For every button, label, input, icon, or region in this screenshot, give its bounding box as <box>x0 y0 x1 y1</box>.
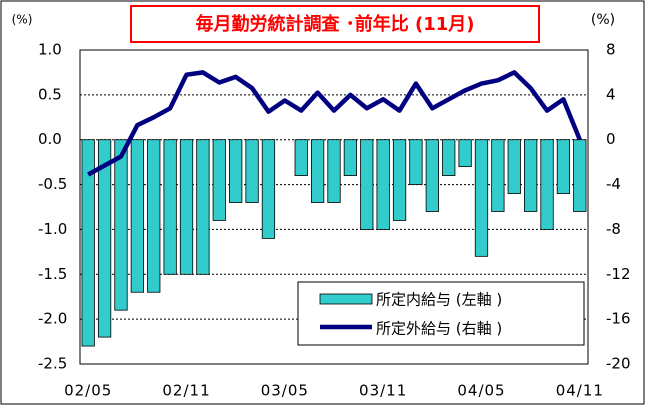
y2-tick-label: -4 <box>606 175 621 193</box>
y-tick-label: -0.5 <box>38 175 67 193</box>
y2-tick-label: 4 <box>606 85 616 103</box>
y2-unit: (%) <box>591 12 615 28</box>
y-tick-label: -2.0 <box>38 310 67 328</box>
legend-label: 所定外給与 (右軸 ) <box>376 320 502 338</box>
y-unit: (%) <box>12 13 33 27</box>
y2-tick-label: -20 <box>606 355 631 373</box>
legend-label: 所定内給与 (左軸 ) <box>376 291 502 309</box>
bar <box>556 139 571 194</box>
line <box>87 70 582 177</box>
y-tick-label: 1.0 <box>38 41 62 59</box>
title-box <box>130 5 540 43</box>
bar <box>458 139 472 168</box>
bar <box>442 139 456 176</box>
chart-title: 毎月勤労統計調査 ･前年比 (11月) <box>195 13 474 35</box>
bar <box>294 139 308 176</box>
bar <box>343 139 358 176</box>
y2-tick-label: -16 <box>606 310 631 328</box>
bar <box>573 139 587 212</box>
bar <box>409 139 423 185</box>
y-tick-label: 0.5 <box>38 85 62 103</box>
y-tick-label: -1.5 <box>38 265 67 283</box>
bar <box>327 139 341 203</box>
y-tick-label: -1.0 <box>38 220 67 238</box>
x-tick-label: 02/11 <box>162 382 210 400</box>
bar <box>360 139 374 230</box>
x-tick-label: 03/11 <box>359 382 407 400</box>
y2-tick-label: -12 <box>606 265 631 283</box>
bar <box>163 139 177 275</box>
bar <box>196 139 210 275</box>
y-tick-label: -2.5 <box>38 355 67 373</box>
plot-border <box>79 49 589 365</box>
bar <box>229 139 243 203</box>
bar <box>540 139 554 230</box>
bar <box>212 139 226 221</box>
bar <box>114 139 128 311</box>
legend-box <box>297 281 585 346</box>
bar <box>392 139 407 221</box>
bar <box>507 139 521 194</box>
x-tick-label: 04/05 <box>457 382 505 400</box>
bar <box>97 139 112 338</box>
bar <box>310 139 325 203</box>
y2-tick-label: 8 <box>606 41 616 59</box>
bar <box>524 139 538 212</box>
bar <box>425 139 439 212</box>
bar <box>491 139 505 212</box>
x-tick-label: 04/11 <box>556 382 604 400</box>
y2-tick-label: 0 <box>606 130 616 148</box>
y2-tick-label: -8 <box>606 220 621 238</box>
bar <box>147 139 161 293</box>
bar <box>376 139 390 230</box>
bar <box>81 139 95 347</box>
x-tick-label: 03/05 <box>261 382 309 400</box>
x-tick-label: 02/05 <box>64 382 112 400</box>
bar <box>261 139 276 239</box>
bar <box>245 139 259 203</box>
y-tick-label: 0.0 <box>38 130 62 148</box>
legend-swatch <box>319 293 373 305</box>
bar <box>179 139 194 275</box>
bar <box>130 139 144 293</box>
bar <box>474 139 489 257</box>
